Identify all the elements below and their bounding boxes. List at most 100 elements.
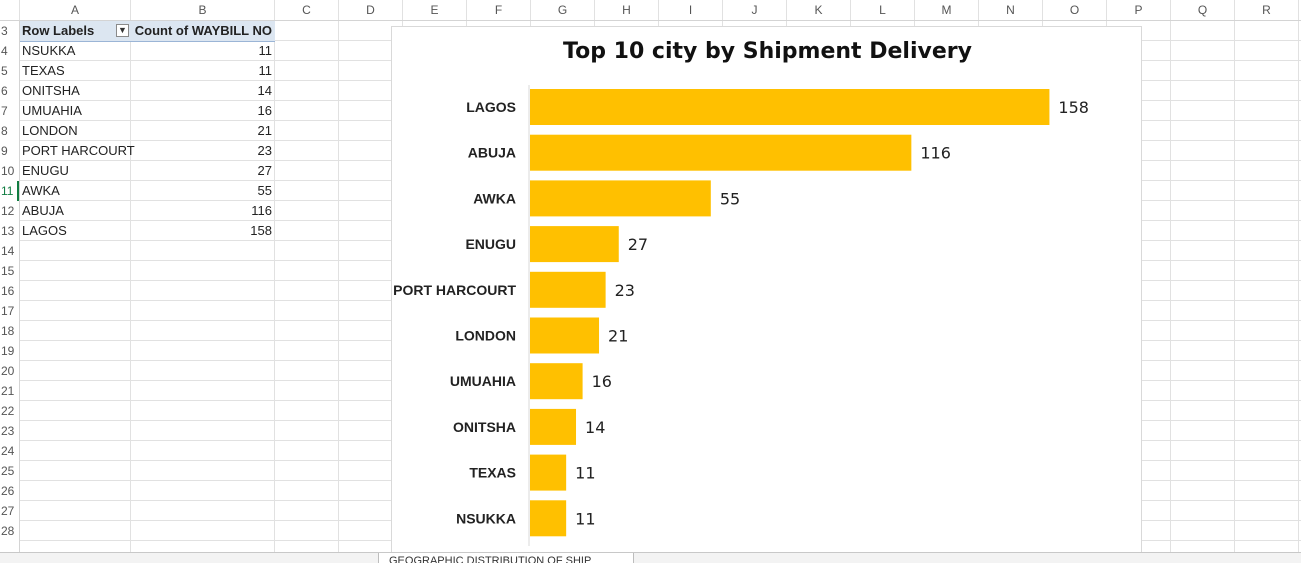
column-header-q[interactable]: Q (1171, 0, 1235, 20)
row-header-14[interactable]: 14 (1, 244, 15, 258)
category-label: UMUAHIA (450, 373, 516, 389)
row-header-24[interactable]: 24 (1, 444, 15, 458)
pivot-row-count[interactable]: 27 (257, 163, 272, 178)
pivot-row-count[interactable]: 158 (250, 223, 272, 238)
bar-london[interactable] (530, 317, 600, 354)
pivot-row: LAGOS 158 (20, 221, 275, 241)
column-header-r[interactable]: R (1235, 0, 1299, 20)
pivot-row-count[interactable]: 116 (251, 203, 272, 218)
column-header-o[interactable]: O (1043, 0, 1107, 20)
pivot-row-label[interactable]: LAGOS (22, 223, 67, 238)
pivot-row-count[interactable]: 21 (257, 123, 272, 138)
column-header-a[interactable]: A (20, 0, 131, 20)
column-header-h[interactable]: H (595, 0, 659, 20)
pivot-row-label[interactable]: ENUGU (22, 163, 69, 178)
pivot-row-label[interactable]: ONITSHA (22, 83, 80, 98)
data-label: 55 (720, 189, 740, 208)
grid-vline (1298, 21, 1299, 552)
data-label: 14 (585, 418, 605, 437)
row-header-9[interactable]: 9 (1, 144, 8, 158)
bar-umuahia[interactable] (530, 363, 583, 400)
row-header-19[interactable]: 19 (1, 344, 15, 358)
column-header-k[interactable]: K (787, 0, 851, 20)
category-label: ABUJA (468, 145, 516, 161)
column-header-b[interactable]: B (131, 0, 275, 20)
sheet-tab-active[interactable]: GEOGRAPHIC DISTRIBUTION OF SHIP (378, 553, 634, 563)
column-header-m[interactable]: M (915, 0, 979, 20)
pivot-row-label[interactable]: AWKA (22, 183, 60, 198)
column-header-g[interactable]: G (531, 0, 595, 20)
pivot-header-row: Row Labels ▼ Count of WAYBILL NO (20, 21, 275, 42)
bar-chart[interactable]: Top 10 city by Shipment Delivery LAGOS 15… (391, 26, 1142, 562)
pivot-header-row-labels[interactable]: Row Labels (22, 23, 95, 38)
row-header-28[interactable]: 28 (1, 524, 15, 538)
data-label: 11 (575, 509, 595, 528)
data-label: 116 (920, 144, 951, 163)
row-header-27[interactable]: 27 (1, 504, 15, 518)
column-header-e[interactable]: E (403, 0, 467, 20)
row-header-22[interactable]: 22 (1, 404, 15, 418)
row-header-20[interactable]: 20 (1, 364, 15, 378)
row-header-5[interactable]: 5 (1, 64, 8, 78)
bar-enugu[interactable] (530, 226, 619, 263)
column-header-l[interactable]: L (851, 0, 915, 20)
pivot-row: NSUKKA 11 (20, 41, 275, 61)
pivot-row-count[interactable]: 11 (258, 43, 273, 58)
filter-dropdown-icon[interactable]: ▼ (116, 24, 129, 37)
bar-texas[interactable] (530, 454, 567, 491)
row-header-10[interactable]: 10 (1, 164, 15, 178)
sheet-tab-bar: GEOGRAPHIC DISTRIBUTION OF SHIP (0, 552, 1301, 563)
column-header-p[interactable]: P (1107, 0, 1171, 20)
row-header-12[interactable]: 12 (1, 204, 15, 218)
bar-lagos[interactable] (530, 89, 1050, 125)
pivot-row-count[interactable]: 16 (257, 103, 272, 118)
row-header-16[interactable]: 16 (1, 284, 15, 298)
select-all-corner[interactable] (0, 0, 20, 20)
pivot-row-label[interactable]: ABUJA (22, 203, 64, 218)
pivot-row-label[interactable]: PORT HARCOURT (22, 143, 135, 158)
data-label: 16 (592, 372, 612, 391)
row-header-18[interactable]: 18 (1, 324, 15, 338)
bar-awka[interactable] (530, 180, 711, 217)
row-header-13[interactable]: 13 (1, 224, 15, 238)
pivot-header-count[interactable]: Count of WAYBILL NO (134, 23, 272, 38)
bar-port-harcourt[interactable] (530, 271, 606, 308)
column-header-c[interactable]: C (275, 0, 339, 20)
row-header-6[interactable]: 6 (1, 84, 8, 98)
row-header-21[interactable]: 21 (1, 384, 15, 398)
pivot-row-count[interactable]: 14 (257, 83, 272, 98)
bar-nsukka[interactable] (530, 500, 567, 537)
pivot-row: AWKA 55 (20, 181, 275, 201)
row-header-25[interactable]: 25 (1, 464, 15, 478)
pivot-row-label[interactable]: NSUKKA (22, 43, 76, 58)
pivot-row-label[interactable]: TEXAS (22, 63, 65, 78)
data-label: 23 (615, 281, 635, 300)
pivot-row-label[interactable]: UMUAHIA (22, 103, 82, 118)
row-header-26[interactable]: 26 (1, 484, 15, 498)
pivot-row: TEXAS 11 (20, 61, 275, 81)
column-header-f[interactable]: F (467, 0, 531, 20)
row-header-8[interactable]: 8 (1, 124, 8, 138)
bar-onitsha[interactable] (530, 408, 577, 445)
row-header-7[interactable]: 7 (1, 104, 8, 118)
data-label: 21 (608, 327, 628, 346)
row-header-11[interactable]: 11 (0, 181, 19, 201)
category-label: PORT HARCOURT (393, 282, 516, 298)
row-header-17[interactable]: 17 (1, 304, 15, 318)
grid-vline (274, 21, 275, 552)
pivot-row-count[interactable]: 11 (258, 63, 273, 78)
pivot-row-count[interactable]: 55 (257, 183, 272, 198)
row-header-23[interactable]: 23 (1, 424, 15, 438)
data-label: 27 (628, 235, 648, 254)
pivot-row-count[interactable]: 23 (257, 143, 272, 158)
row-header-4[interactable]: 4 (1, 44, 8, 58)
row-header-15[interactable]: 15 (1, 264, 15, 278)
column-header-i[interactable]: I (659, 0, 723, 20)
column-header-d[interactable]: D (339, 0, 403, 20)
pivot-row-label[interactable]: LONDON (22, 123, 78, 138)
column-header-j[interactable]: J (723, 0, 787, 20)
row-header-3[interactable]: 3 (1, 24, 8, 38)
column-header-n[interactable]: N (979, 0, 1043, 20)
bar-abuja[interactable] (530, 134, 912, 171)
